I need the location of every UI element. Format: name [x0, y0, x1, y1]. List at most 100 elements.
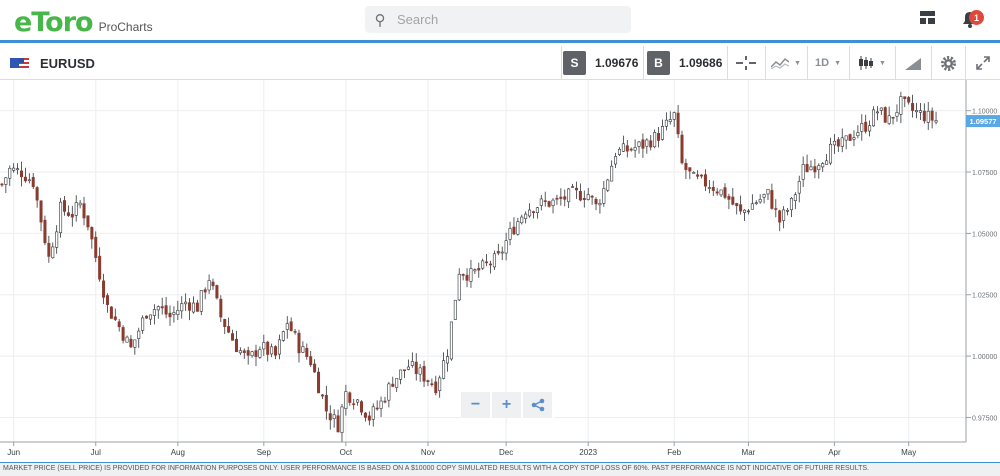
candle-body-down [19, 170, 23, 178]
fullscreen-button[interactable] [966, 46, 1000, 80]
candle [379, 396, 383, 417]
toolbar-divider [643, 46, 644, 80]
candle [676, 104, 680, 139]
y-tick-label: 0.97500 [972, 415, 997, 422]
candle-body-up [395, 378, 399, 388]
candle-body-up [789, 198, 793, 211]
candle [762, 193, 766, 204]
buy-price-group[interactable]: B 1.09686 [647, 46, 722, 80]
candle-body-down [297, 332, 301, 354]
search-input[interactable]: ⚲ Search [365, 6, 631, 33]
candle [27, 173, 31, 184]
toolbar-divider [849, 46, 850, 80]
candle [113, 308, 117, 321]
search-icon: ⚲ [374, 11, 386, 29]
candle [641, 133, 645, 158]
zoom-in-button[interactable]: + [492, 392, 523, 418]
candle [70, 205, 74, 227]
sell-price-group[interactable]: S 1.09676 [563, 46, 638, 80]
candle-body-up [8, 167, 12, 179]
chart-type-dropdown[interactable]: ▼ [850, 46, 894, 80]
candle [844, 135, 848, 150]
drawing-tools-button[interactable] [896, 46, 930, 80]
candle-body-down [352, 403, 356, 406]
sell-button[interactable]: S [563, 51, 586, 75]
disclaimer-bar: MARKET PRICE (SELL PRICE) IS PROVIDED FO… [0, 462, 1000, 476]
candle [227, 317, 231, 334]
candle-body-down [727, 196, 731, 200]
candle-body-up [180, 303, 184, 312]
candle [328, 405, 332, 430]
y-tick-label: 1.02500 [972, 293, 997, 300]
candle [485, 254, 489, 267]
candle-body-up [856, 132, 860, 137]
candle-body-down [778, 210, 782, 223]
layout-icon[interactable] [920, 11, 935, 24]
buy-price: 1.09686 [679, 56, 723, 70]
candle [195, 299, 199, 312]
candle [821, 162, 825, 172]
candle [184, 293, 188, 311]
candle-body-up [133, 339, 137, 348]
candle [649, 135, 653, 151]
candle-body-down [31, 177, 35, 188]
candle-body-up [387, 383, 391, 401]
candle [547, 200, 551, 208]
candle [203, 287, 207, 300]
candle-body-down [461, 274, 465, 276]
candle-body-up [277, 339, 281, 355]
candle-body-up [137, 330, 141, 339]
crosshair-button[interactable] [728, 46, 764, 80]
settings-button[interactable] [932, 46, 964, 80]
candle-body-up [801, 164, 805, 180]
candle-body-up [399, 369, 403, 380]
candle [668, 111, 672, 125]
candle [836, 137, 840, 152]
candle [172, 306, 176, 323]
candle [410, 352, 414, 368]
candle [313, 359, 317, 373]
candlestick-chart[interactable]: 1.10000 1.07500 1.05000 1.02500 1.00000 0.975… [0, 80, 1000, 462]
candle [274, 345, 278, 360]
candle-body-up [598, 203, 602, 206]
candle-body-up [473, 269, 477, 272]
compare-chart-icon [771, 57, 790, 69]
candle-body-down [641, 139, 645, 149]
candle [610, 160, 614, 182]
candle-body-up [668, 119, 672, 123]
candle-body-up [344, 391, 348, 409]
candle-body-down [684, 163, 688, 171]
candle [829, 137, 833, 166]
price-chart[interactable]: 1.10000 1.07500 1.05000 1.02500 1.00000 0.975… [0, 80, 1000, 462]
candle [555, 194, 559, 205]
candle [766, 188, 770, 200]
candle [786, 208, 790, 216]
candle-body-up [16, 168, 20, 171]
candle-body-down [711, 187, 715, 191]
candle-body-down [145, 315, 149, 319]
share-button[interactable] [523, 392, 554, 418]
candle-body-down [98, 255, 102, 280]
candle [711, 180, 715, 196]
etoro-logo[interactable]: eToro ProCharts [14, 7, 153, 38]
timeframe-dropdown[interactable]: 1D ▼ [808, 46, 848, 80]
buy-button[interactable]: B [647, 51, 670, 75]
compare-button[interactable]: ▼ [766, 46, 806, 80]
zoom-out-button[interactable]: − [461, 392, 492, 418]
chart-toolbar: EURUSD S 1.09676 B 1.09686 ▼ 1D ▼ [0, 46, 1000, 80]
candle-body-up [500, 251, 504, 254]
candle-body-down [512, 226, 516, 235]
candle-body-up [653, 132, 657, 148]
candle [926, 102, 930, 130]
candle-body-up [621, 143, 625, 152]
crosshair-icon [736, 56, 756, 70]
x-tick-label: Jul [91, 448, 101, 457]
candle-body-down [680, 134, 684, 164]
candle-body-up [832, 140, 836, 146]
candle-body-down [43, 219, 47, 244]
candle-body-down [246, 350, 250, 356]
candle [86, 215, 90, 231]
share-icon [531, 398, 544, 412]
instrument-symbol[interactable]: EURUSD [40, 56, 95, 71]
candle [629, 147, 633, 152]
